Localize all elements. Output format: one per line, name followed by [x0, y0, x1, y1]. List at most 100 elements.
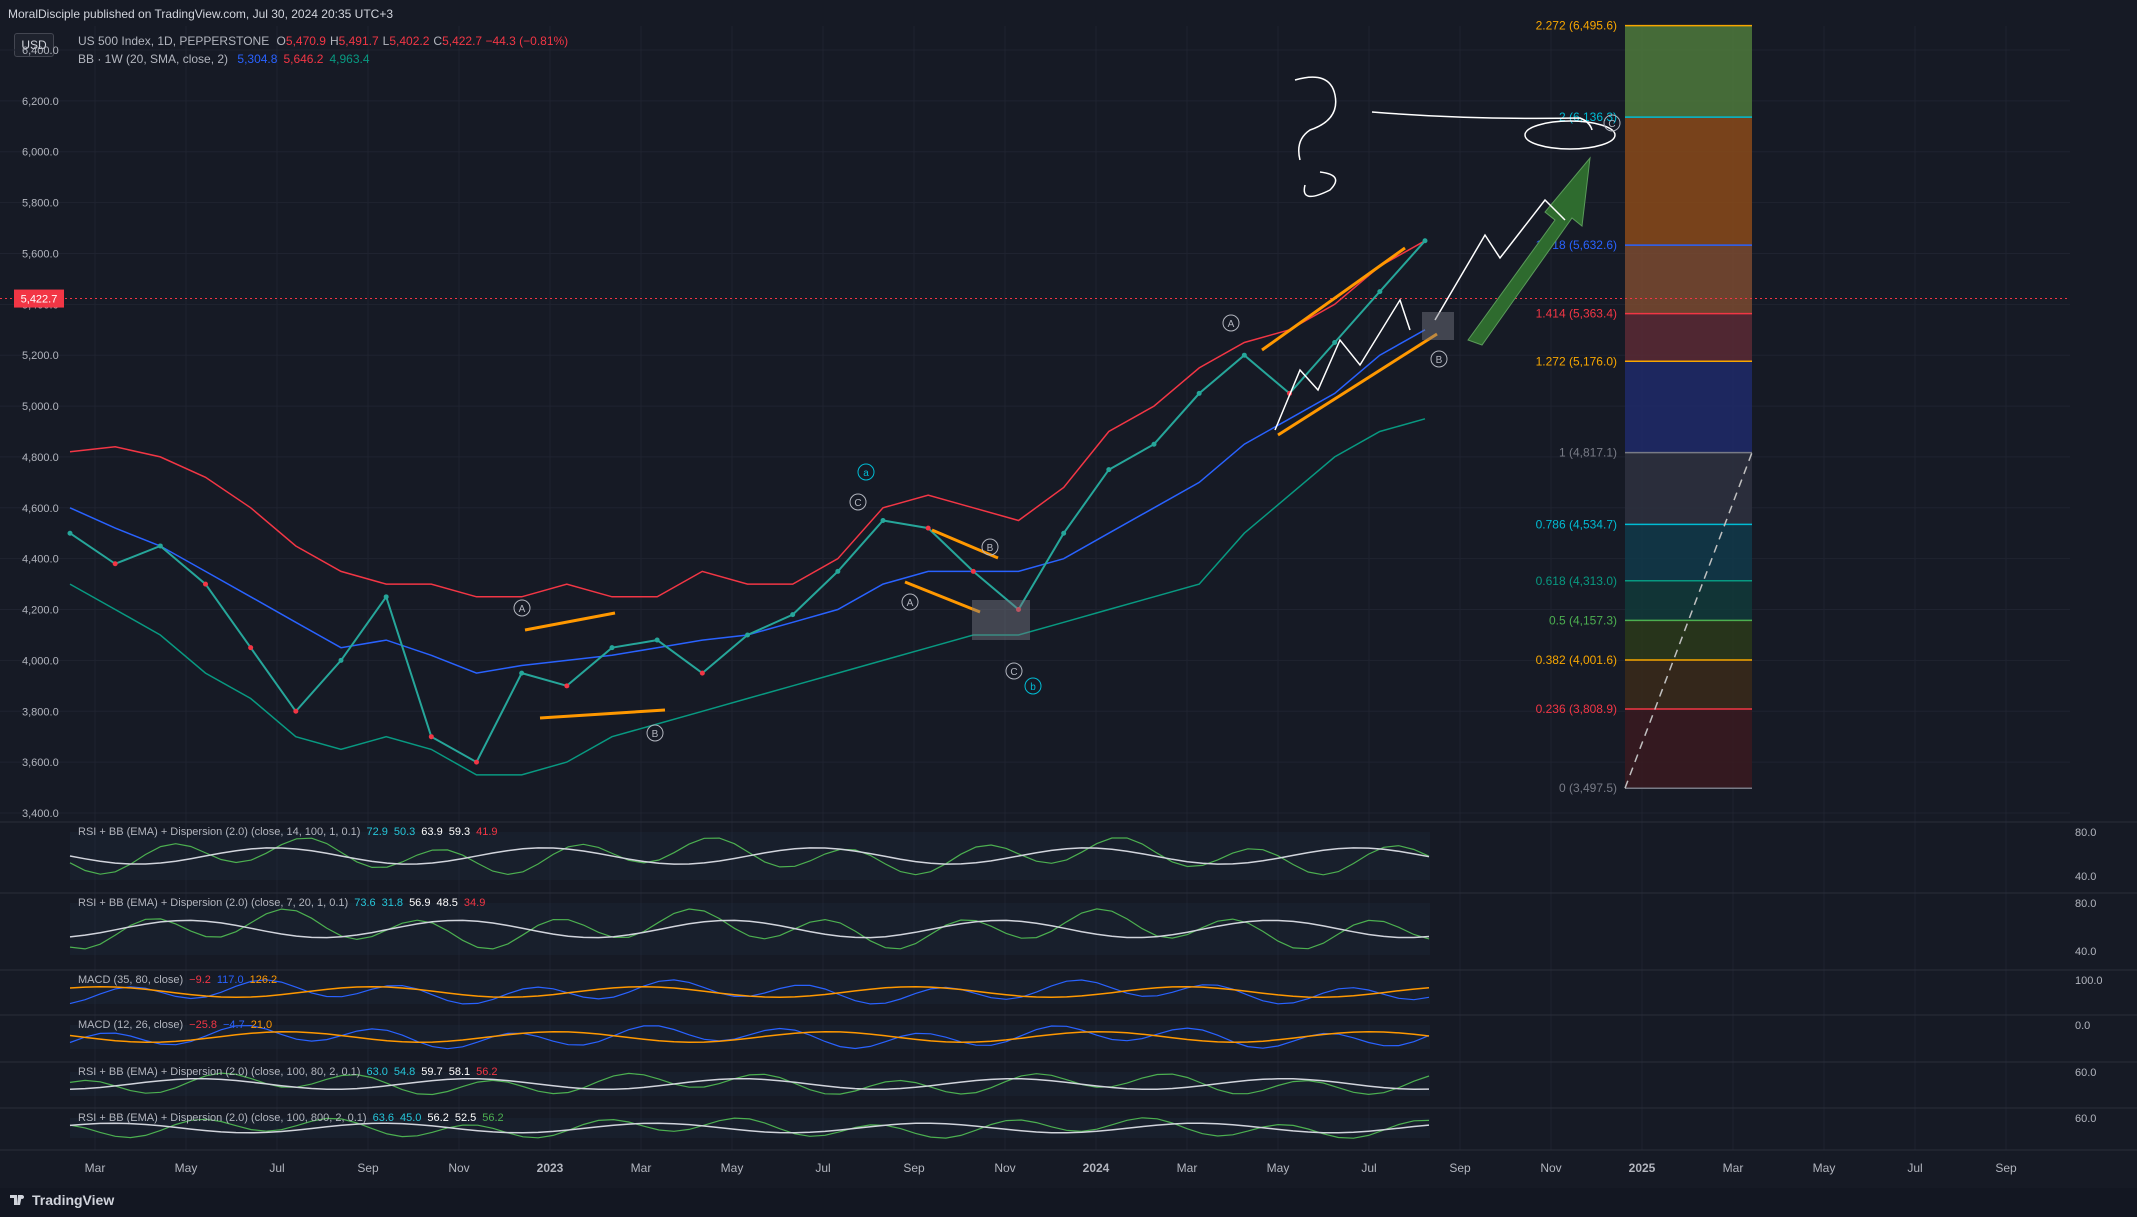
fib-zone-0.786 [1625, 524, 1752, 581]
currency-button[interactable]: USD [14, 33, 54, 57]
bb-legend: BB · 1W (20, SMA, close, 2) 5,304.8 5,646… [78, 52, 370, 66]
indicator-label: RSI + BB (EMA) + Dispersion (2.0) (close… [78, 897, 349, 909]
indicator-value: 56.2 [482, 1112, 504, 1124]
wave-label-circle [1603, 114, 1621, 132]
indicator-line [69, 837, 1430, 876]
series-bb-basis [69, 329, 1426, 674]
price-tick: 4,400.0 [22, 554, 59, 566]
time-tick: Nov [448, 1161, 469, 1175]
indicator-legend-0: RSI + BB (EMA) + Dispersion (2.0) (close… [78, 826, 498, 838]
fib-zone-1.618 [1625, 245, 1752, 314]
pane-axis-tick: 40.0 [2075, 946, 2096, 958]
price-tick: 4,200.0 [22, 605, 59, 617]
indicator-value: 52.5 [454, 1112, 477, 1124]
indicator-value: 72.9 [366, 826, 388, 838]
price-point [654, 637, 660, 643]
wave-label: C [1608, 119, 1615, 130]
price-point [203, 581, 208, 587]
target-circle [1524, 120, 1616, 150]
indicator-value: −4.7 [223, 1019, 245, 1031]
elliott-wave-labels: A Ca A B Cb B A B C [513, 114, 1621, 742]
price-tick: 6,000.0 [22, 147, 59, 159]
publisher-header: MoralDisciple published on TradingView.c… [0, 0, 2137, 26]
fib-zone-0.5 [1625, 620, 1752, 660]
trend-line [1277, 332, 1438, 437]
fib-zone-2.272 [1625, 25, 1752, 118]
price-point [383, 594, 389, 600]
fib-zone-2 [1625, 117, 1752, 246]
wave-label-circle [513, 599, 531, 617]
tradingview-logo[interactable]: TradingView [10, 1192, 114, 1208]
price-point [1422, 238, 1428, 244]
time-tick: 2024 [1083, 1161, 1110, 1175]
bb-value-1: 5,646.2 [283, 52, 324, 66]
indicator-line [69, 1117, 1430, 1139]
bb-indicator-label: BB · 1W (20, SMA, close, 2) [78, 52, 229, 66]
wave-label: B [1436, 355, 1443, 366]
wave-label: A [1228, 319, 1235, 330]
trend-line [931, 528, 999, 560]
indicator-label: RSI + BB (EMA) + Dispersion (2.0) (close… [78, 1112, 367, 1124]
pane-axis-tick: 80.0 [2075, 898, 2096, 910]
time-tick: Nov [994, 1161, 1015, 1175]
fib-label-0.618: 0.618 (4,313.0) [1536, 574, 1617, 588]
pane-band [70, 1025, 1430, 1049]
indicator-value: −9.2 [189, 974, 211, 986]
time-axis: Mar May Jul Sep Nov 2023 Mar May Jul Sep Nov 2024 Ma… [85, 1161, 2017, 1175]
indicator-value: 117.0 [216, 974, 244, 986]
indicator-legend-4: RSI + BB (EMA) + Dispersion (2.0) (close… [78, 1066, 498, 1078]
price-point [745, 632, 750, 638]
ohlc-h: H5,491.7 [329, 34, 379, 48]
price-tick: 4,000.0 [22, 655, 59, 667]
indicator-value: 56.2 [427, 1112, 449, 1124]
price-point [67, 530, 73, 536]
chart-canvas[interactable]: 2.272 (6,495.6)2 (6,136.3)1.618 (5,632.6… [0, 0, 2137, 1188]
fib-zone-1.272 [1625, 361, 1752, 453]
price-point [1151, 441, 1157, 447]
question-mark-sketch [1294, 76, 1337, 161]
projection-path [1434, 198, 1566, 321]
price-axis: 6,400.06,200.06,000.05,800.05,600.05,400… [14, 45, 64, 820]
time-tick: Sep [1449, 1161, 1471, 1175]
pane-axis-tick: 60.0 [2075, 1113, 2096, 1125]
indicator-value: 126.2 [249, 974, 278, 986]
indicator-signal [69, 985, 1430, 999]
pane-axis-tick: 60.0 [2075, 1067, 2096, 1079]
price-point [880, 518, 886, 524]
time-tick: Mar [1177, 1161, 1198, 1175]
indicator-value: 34.9 [463, 897, 486, 909]
price-tick: 4,800.0 [22, 452, 59, 464]
price-point [474, 759, 479, 765]
price-point [1332, 339, 1338, 345]
symbol-legend: US 500 Index, 1D, PEPPERSTONE O5,470.9 H5… [78, 34, 568, 48]
price-tick: 5,600.0 [22, 248, 59, 260]
tradingview-logo-text: TradingView [32, 1192, 115, 1208]
fib-zone-1 [1625, 452, 1752, 525]
trend-line [539, 708, 666, 720]
trend-line [1261, 246, 1406, 352]
question-mark-sketch [1303, 171, 1337, 198]
wave-label: b [1030, 682, 1036, 693]
price-point [609, 645, 615, 651]
indicator-signal [69, 1030, 1430, 1044]
time-tick: Sep [903, 1161, 925, 1175]
price-point [699, 670, 705, 676]
fib-zone-0.618 [1625, 580, 1752, 621]
price-point [835, 568, 841, 574]
indicator-value: 59.7 [421, 1066, 443, 1078]
price-point [157, 543, 163, 549]
fib-label-0.382: 0.382 (4,001.6) [1536, 653, 1617, 667]
wave-label: C [854, 498, 861, 509]
bb-value-2: 4,963.4 [329, 52, 370, 66]
indicator-value: 56.2 [476, 1066, 498, 1078]
pane-axis-tick: 40.0 [2075, 871, 2096, 883]
fib-diagonal [1624, 452, 1753, 789]
pane-axis-tick: 0.0 [2075, 1020, 2090, 1032]
indicator-value: 31.8 [381, 897, 404, 909]
time-tick: 2025 [1629, 1161, 1656, 1175]
wave-label-circle [981, 538, 999, 556]
trend-drawings [524, 76, 1616, 720]
price-tick: 4,600.0 [22, 503, 59, 515]
time-tick: May [175, 1161, 198, 1175]
wave-label: C [1010, 667, 1017, 678]
